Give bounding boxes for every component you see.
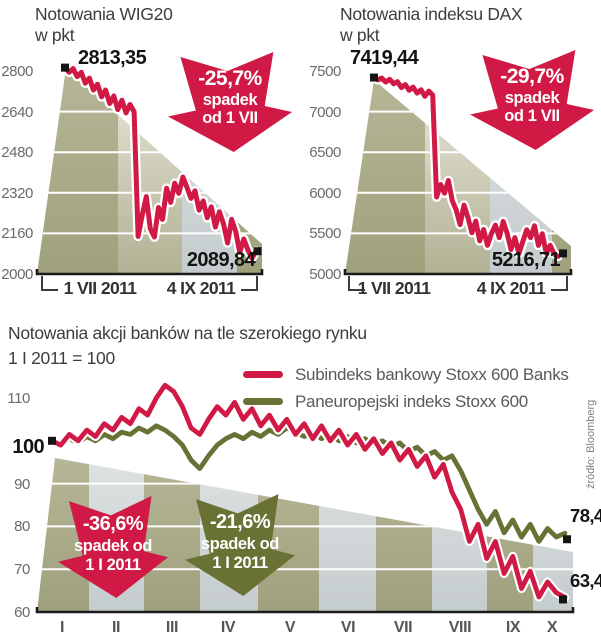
y-axis-tick-label: 2320 xyxy=(1,185,33,202)
wig20-badge-line2: spadek xyxy=(202,91,258,109)
y-axis-tick-label: 60 xyxy=(14,604,30,621)
banks-end-value-label: 63,4 xyxy=(570,570,601,591)
band-stripe xyxy=(345,80,425,274)
wig20-unit-label: w pkt xyxy=(35,25,75,45)
dax-badge-line2: spadek xyxy=(504,89,560,107)
y-axis-tick-label: 7500 xyxy=(309,63,341,80)
banks-chart-subtitle: 1 I 2011 = 100 xyxy=(8,348,115,368)
y-axis-tick-label: 90 xyxy=(14,476,30,493)
y-axis-tick-label: 2000 xyxy=(1,266,33,283)
source-credit: źródło: Bloomberg xyxy=(585,399,597,489)
banks-subindex-line xyxy=(49,382,568,600)
data-point-marker xyxy=(61,63,69,72)
stoxx-badge-line2: spadek od xyxy=(200,535,279,553)
y-axis-tick-label: 6500 xyxy=(309,144,341,161)
index-line xyxy=(371,75,561,259)
y-axis-tick-label: 5500 xyxy=(309,225,341,242)
axis-range-bracket xyxy=(551,276,568,291)
wig20-x-tick-start: 1 VII 2011 xyxy=(63,278,137,298)
x-axis-month-label: I xyxy=(59,619,65,636)
y-axis-tick-label: 2160 xyxy=(1,225,33,242)
dax-badge-line3: od 1 VII xyxy=(504,107,560,125)
data-point-marker xyxy=(563,535,571,544)
band-stripe xyxy=(118,68,182,274)
wig20-badge-percent: -25,7% xyxy=(198,67,262,90)
dax-unit-label: w pkt xyxy=(340,25,380,45)
data-point-marker xyxy=(370,73,378,82)
stoxx600-end-value-label: 78,4 xyxy=(570,505,601,526)
x-axis-month-label: VII xyxy=(393,619,413,636)
y-axis-tick-label: 2480 xyxy=(1,144,33,161)
wig20-chart-title: Notowania WIG20 xyxy=(35,4,173,24)
decline-arrow-badge xyxy=(168,52,292,152)
index-line xyxy=(62,65,259,261)
y-axis-tick-label: 7000 xyxy=(309,104,341,121)
axis-range-bracket xyxy=(41,276,58,291)
banks-decline-arrow-badge xyxy=(58,496,168,598)
legend-label-stoxx600: Paneuropejski indeks Stoxx 600 xyxy=(295,392,528,411)
axis-range-bracket xyxy=(348,276,365,291)
axis-range-bracket xyxy=(241,276,258,291)
x-axis-month-label: VI xyxy=(340,619,356,636)
x-axis-line xyxy=(343,269,573,276)
legend-swatch-banks-subindex xyxy=(243,371,283,378)
y-axis-tick-label: 5000 xyxy=(309,266,341,283)
x-axis-line xyxy=(35,269,264,276)
banks-badge-line2: spadek od xyxy=(73,537,152,555)
data-point-marker xyxy=(48,436,56,445)
x-axis-month-label: X xyxy=(546,619,558,636)
dax-end-value-label: 5216,71 xyxy=(491,249,561,271)
legend-label-banks-subindex: Subindeks bankowy Stoxx 600 Banks xyxy=(295,365,569,384)
wig20-badge-line3: od 1 VII xyxy=(202,109,258,127)
x-axis-line xyxy=(35,607,575,614)
y-axis-tick-label: 70 xyxy=(14,561,30,578)
data-point-marker xyxy=(559,595,567,604)
stoxx-decline-arrow-badge xyxy=(185,494,295,596)
x-axis-month-label: III xyxy=(165,619,179,636)
x-axis-month-label: II xyxy=(111,619,121,636)
wig20-start-value-label: 2813,35 xyxy=(78,47,147,69)
dax-start-value-label: 7419,44 xyxy=(350,47,419,69)
banks-chart-title: Notowania akcji banków na tle szerokiego… xyxy=(8,323,367,343)
banks-badge-line3: 1 I 2011 xyxy=(85,556,141,574)
banks-start-value-label: 100 xyxy=(12,436,44,458)
stoxx-badge-percent: -21,6% xyxy=(209,511,271,533)
x-axis-month-label: IV xyxy=(220,619,236,636)
data-point-marker xyxy=(559,249,567,258)
legend-swatch-stoxx600 xyxy=(243,398,283,405)
dax-chart-title: Notowania indeksu DAX xyxy=(340,4,523,24)
band-stripe xyxy=(319,458,376,612)
decline-arrow-badge xyxy=(470,50,594,150)
wig20-end-value-label: 2089,84 xyxy=(186,249,256,271)
data-point-marker xyxy=(253,247,262,256)
dax-badge-percent: -29,7% xyxy=(500,65,564,88)
wig20-x-tick-end: 4 IX 2011 xyxy=(166,278,236,298)
stoxx-badge-line3: 1 I 2011 xyxy=(212,554,268,572)
banks-badge-percent: -36,6% xyxy=(82,513,144,535)
band-stripe xyxy=(376,458,432,612)
y-axis-tick-label: 6000 xyxy=(309,185,341,202)
dax-x-tick-start: 1 VII 2011 xyxy=(357,278,431,298)
x-axis-month-label: IX xyxy=(505,619,521,636)
x-axis-month-label: V xyxy=(284,619,296,636)
y-axis-tick-label: 2640 xyxy=(1,104,33,121)
y-axis-tick-label: 110 xyxy=(7,390,30,407)
y-axis-tick-label: 80 xyxy=(14,518,30,535)
x-axis-month-label: VIII xyxy=(448,619,472,636)
dax-x-tick-end: 4 IX 2011 xyxy=(476,278,546,298)
y-axis-tick-label: 2800 xyxy=(1,63,33,80)
